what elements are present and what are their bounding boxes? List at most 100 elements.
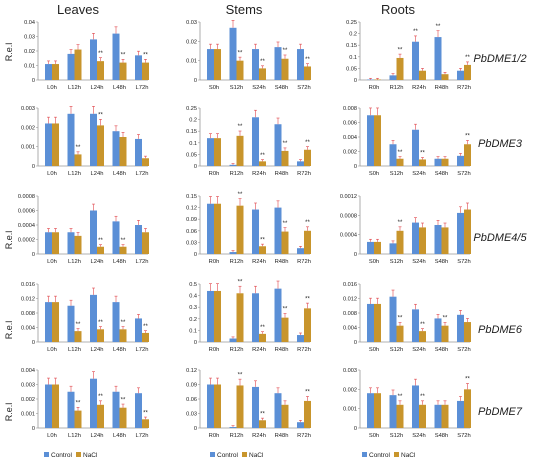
bar-control [434, 37, 442, 80]
bar-control [297, 422, 304, 428]
ylabel-4: R.e.l [4, 403, 14, 422]
x-tick-label: R48h [275, 347, 289, 353]
chart-panel: 0 0.002 0.004 0.006 0.008 S0h S12h ** S24h ** S48h… [343, 106, 471, 177]
x-tick-label: L0h [47, 433, 57, 439]
significance-mark: ** [420, 394, 425, 400]
y-tick-label: 0.0002 [18, 238, 35, 244]
x-tick-label: R72h [297, 347, 311, 353]
y-tick-label: 0.004 [21, 368, 35, 374]
y-tick-label: 0 [32, 340, 35, 346]
y-tick-label: 0 [354, 252, 357, 258]
y-tick-label: 0.25 [186, 106, 197, 112]
bar-nacl [214, 49, 221, 80]
x-tick-label: R0h [209, 171, 220, 177]
y-tick-label: 0.25 [346, 20, 357, 26]
column-title-stems: Stems [226, 2, 263, 17]
significance-mark: ** [238, 279, 243, 285]
chart-panel: 0 0.1 0.2 0.3 0.4 0.5 R0h R12h ** R24h ** R48h ** R72… [189, 279, 311, 353]
significance-mark: ** [238, 124, 243, 130]
bar-nacl [142, 332, 149, 342]
bar-control [274, 393, 282, 428]
significance-mark: ** [98, 51, 103, 57]
y-tick-label: 0.004 [343, 135, 357, 141]
bar-nacl [214, 138, 221, 166]
x-tick-label: L48h [113, 347, 126, 353]
bar-control [207, 384, 214, 428]
significance-mark: ** [305, 390, 310, 396]
y-tick-label: 0.12 [186, 206, 197, 212]
y-tick-label: 0.06 [186, 397, 197, 403]
y-tick-label: 0.008 [343, 106, 357, 112]
bar-control [112, 391, 120, 428]
x-tick-label: L72h [136, 259, 149, 265]
bar-control [112, 302, 120, 342]
bar-control [135, 393, 142, 428]
x-tick-label: L24h [91, 433, 104, 439]
legend-label-control: Control [51, 452, 73, 459]
significance-mark: ** [398, 316, 403, 322]
significance-mark: ** [260, 411, 265, 417]
bar-control [274, 47, 282, 80]
bar-nacl [52, 123, 59, 166]
y-tick-label: 0 [194, 252, 197, 258]
bar-control [135, 55, 142, 80]
y-tick-label: 0.004 [343, 326, 357, 332]
bar-nacl [236, 293, 244, 342]
significance-mark: ** [143, 53, 148, 59]
bar-control [135, 318, 142, 342]
y-tick-label: 0 [32, 426, 35, 432]
y-tick-label: 0.06 [186, 229, 197, 235]
bar-control [457, 212, 464, 254]
x-tick-label: S24h [412, 433, 426, 439]
bar-control [45, 123, 52, 166]
bar-nacl [441, 158, 449, 166]
x-tick-label: R12h [230, 347, 244, 353]
bar-nacl [464, 144, 471, 166]
chart-panel: 0 0.001 0.002 0.003 L0h L12h ** L24h ** L48h L72h [21, 106, 149, 177]
bar-control [389, 395, 397, 428]
significance-mark: ** [76, 401, 81, 407]
significance-mark: ** [98, 238, 103, 244]
legend-swatch-control [210, 452, 215, 457]
x-tick-label: L12h [68, 347, 81, 353]
bar-nacl [374, 115, 381, 166]
x-tick-label: L48h [113, 85, 126, 91]
bar-control [389, 243, 397, 254]
bar-control [112, 33, 120, 80]
bar-nacl [464, 64, 471, 80]
significance-mark: ** [260, 237, 265, 243]
bar-control [135, 138, 142, 166]
bar-control [135, 225, 142, 254]
bar-control [434, 158, 442, 166]
x-tick-label: S48h [275, 85, 289, 91]
bar-control [229, 27, 237, 80]
gene-label-2: PbDME4/5 [473, 232, 527, 244]
y-tick-label: 0.008 [343, 311, 357, 317]
bar-nacl [419, 404, 426, 428]
bar-control [90, 294, 97, 342]
bar-control [274, 288, 282, 342]
y-tick-label: 0.09 [186, 383, 197, 389]
significance-mark: ** [398, 394, 403, 400]
bar-control [297, 161, 304, 166]
bar-nacl [464, 322, 471, 342]
x-tick-label: S12h [230, 85, 244, 91]
bar-control [367, 241, 374, 254]
bar-nacl [419, 227, 426, 254]
bar-control [412, 309, 419, 342]
significance-mark: ** [413, 29, 418, 35]
y-tick-label: 0 [194, 164, 197, 170]
bar-nacl [374, 79, 381, 81]
bar-control [90, 378, 97, 428]
x-tick-label: S12h [390, 259, 404, 265]
bar-control [90, 39, 97, 80]
y-tick-label: 0.05 [346, 66, 357, 72]
bar-control [297, 248, 304, 254]
y-tick-label: 0.003 [21, 106, 35, 112]
bar-nacl [304, 149, 311, 166]
y-tick-label: 0.001 [343, 407, 357, 413]
x-tick-label: L0h [47, 347, 57, 353]
legend-swatch-nacl [76, 452, 81, 457]
y-tick-label: 0.0008 [340, 213, 357, 219]
y-tick-label: 0.008 [21, 311, 35, 317]
